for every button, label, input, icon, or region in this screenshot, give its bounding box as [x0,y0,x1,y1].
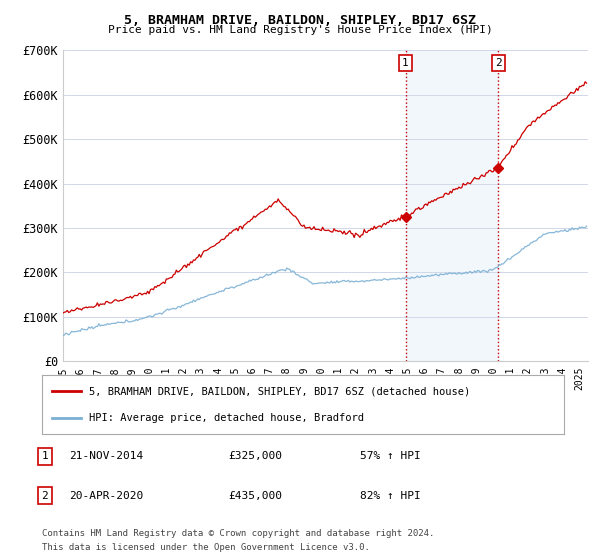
Text: 20-APR-2020: 20-APR-2020 [69,491,143,501]
Text: This data is licensed under the Open Government Licence v3.0.: This data is licensed under the Open Gov… [42,543,370,552]
Text: £435,000: £435,000 [228,491,282,501]
Text: 1: 1 [402,58,409,68]
Text: 1: 1 [41,451,49,461]
Text: 5, BRAMHAM DRIVE, BAILDON, SHIPLEY, BD17 6SZ: 5, BRAMHAM DRIVE, BAILDON, SHIPLEY, BD17… [124,14,476,27]
Text: 82% ↑ HPI: 82% ↑ HPI [360,491,421,501]
Bar [406,50,499,361]
Text: £325,000: £325,000 [228,451,282,461]
Text: Price paid vs. HM Land Registry's House Price Index (HPI): Price paid vs. HM Land Registry's House … [107,25,493,35]
Text: Contains HM Land Registry data © Crown copyright and database right 2024.: Contains HM Land Registry data © Crown c… [42,529,434,538]
Text: 2: 2 [495,58,502,68]
Text: 2: 2 [41,491,49,501]
Text: 57% ↑ HPI: 57% ↑ HPI [360,451,421,461]
Text: 21-NOV-2014: 21-NOV-2014 [69,451,143,461]
Text: HPI: Average price, detached house, Bradford: HPI: Average price, detached house, Brad… [89,413,364,423]
Text: 5, BRAMHAM DRIVE, BAILDON, SHIPLEY, BD17 6SZ (detached house): 5, BRAMHAM DRIVE, BAILDON, SHIPLEY, BD17… [89,386,470,396]
